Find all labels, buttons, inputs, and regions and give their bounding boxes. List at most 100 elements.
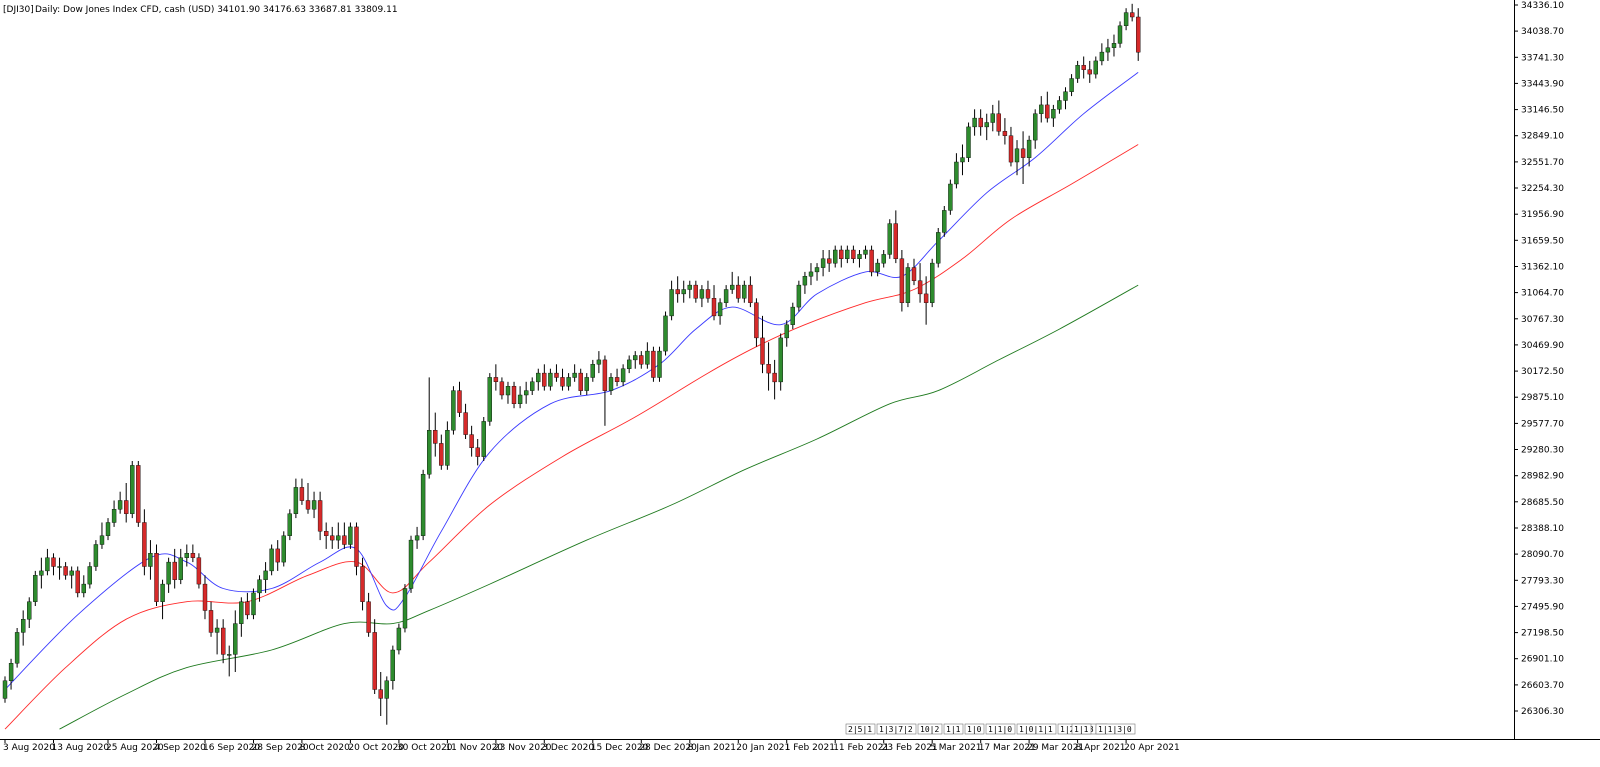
candle-body-bear	[736, 284, 741, 299]
candle-body-bull	[81, 583, 87, 594]
candle-body-bull	[669, 289, 674, 317]
candle	[287, 509, 292, 541]
candle-body-bull	[1039, 104, 1044, 114]
candle-body-bull	[1123, 12, 1129, 27]
candle-body-bear	[1135, 16, 1141, 53]
candle	[451, 386, 456, 435]
candle-body-bear	[1045, 104, 1050, 119]
candle-body-bull	[1057, 100, 1062, 110]
candle	[790, 302, 795, 330]
candle	[99, 522, 105, 549]
candle-body-bull	[681, 289, 686, 295]
candle-body-bear	[827, 258, 832, 264]
candle	[548, 368, 553, 391]
candle	[1111, 34, 1117, 57]
candle	[433, 412, 438, 457]
y-tick-label: 29875.10	[1521, 393, 1564, 403]
candle	[972, 109, 977, 136]
candle-body-bear	[978, 117, 983, 128]
candle	[530, 377, 535, 395]
candle	[1026, 135, 1032, 167]
candle	[348, 522, 353, 549]
candle-body-bear	[366, 601, 371, 633]
candle-body-bull	[990, 113, 995, 123]
candle-body-bull	[14, 632, 20, 664]
candle-body-bear	[705, 289, 711, 299]
candle-body-bear	[614, 377, 620, 382]
candle-body-bull	[390, 649, 395, 681]
candle	[978, 109, 983, 136]
candle	[142, 509, 147, 576]
candle	[481, 417, 486, 461]
candle-body-bull	[948, 183, 953, 211]
candle	[372, 619, 377, 694]
candle	[178, 548, 183, 585]
candle	[687, 280, 692, 299]
candle	[21, 610, 26, 646]
candle-body-bear	[578, 372, 583, 391]
candle-body-bull	[451, 390, 456, 431]
candle-body-bull	[536, 372, 541, 383]
candle	[572, 364, 577, 382]
y-tick-label: 34336.10	[1521, 1, 1564, 11]
candle-body-bear	[324, 531, 329, 536]
candle-body-bull	[311, 500, 317, 510]
candle-body-bull	[972, 117, 977, 128]
candle	[827, 250, 832, 272]
mini-indicator-box	[1095, 723, 1136, 735]
candle	[1063, 87, 1068, 110]
candle-body-bull	[1051, 109, 1056, 119]
y-tick-label: 26901.10	[1521, 655, 1564, 665]
x-tick-label: 8 Jan 2021	[688, 743, 736, 753]
candle-body-bear	[208, 610, 214, 633]
y-tick-label: 31659.50	[1521, 236, 1564, 246]
candle-body-bull	[887, 223, 892, 255]
x-tick-label: 28 Sep 2020	[252, 743, 309, 753]
candle	[63, 562, 68, 580]
candle-body-bull	[784, 324, 789, 339]
y-tick-label: 33443.90	[1521, 79, 1564, 89]
candle	[923, 276, 929, 325]
candle-body-bull	[1117, 25, 1123, 44]
candle	[893, 210, 898, 264]
candle-body-bear	[766, 364, 771, 374]
candle-body-bear	[457, 390, 462, 413]
candle-body-bull	[148, 553, 153, 567]
candle	[566, 373, 571, 391]
candle-body-bull	[281, 535, 286, 563]
candle	[408, 535, 414, 593]
candle-body-bear	[602, 359, 608, 391]
candle	[190, 544, 196, 563]
candle-body-bull	[566, 377, 571, 387]
candle-body-bear	[245, 601, 250, 616]
candle	[808, 263, 814, 286]
candle-body-bull	[717, 302, 723, 317]
mini-indicator-box	[917, 723, 943, 735]
candle-body-bull	[111, 509, 117, 523]
candle-body-bull	[57, 566, 62, 568]
candle	[196, 553, 202, 589]
candle	[948, 179, 953, 215]
candle	[251, 588, 256, 620]
candle-body-bull	[505, 386, 511, 396]
candle-body-bear	[675, 289, 680, 295]
candle	[942, 206, 947, 237]
candles	[2, 3, 1141, 725]
candle-body-bull	[414, 535, 420, 541]
candle-body-bull	[530, 381, 535, 391]
candle-body-bull	[348, 526, 353, 545]
candle	[1032, 109, 1038, 149]
candle-body-bear	[748, 284, 753, 303]
candle	[390, 645, 395, 690]
candle-body-bull	[420, 474, 426, 536]
candle-body-bear	[651, 350, 656, 378]
y-tick-label: 28685.50	[1521, 498, 1564, 508]
candle	[420, 469, 426, 541]
candle	[814, 263, 820, 281]
candle	[748, 276, 753, 308]
candle	[378, 672, 383, 716]
candle-body-bull	[723, 289, 729, 303]
candle	[657, 346, 662, 382]
